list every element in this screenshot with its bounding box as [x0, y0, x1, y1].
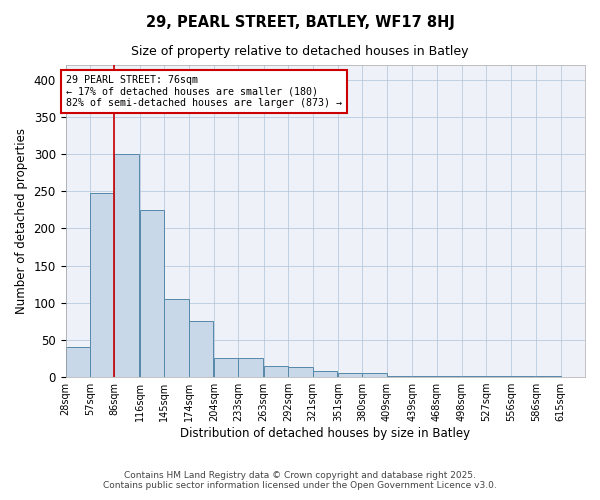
Bar [313, 371, 337, 377]
Bar [115, 154, 139, 377]
Bar [338, 374, 362, 377]
Bar [188, 322, 213, 377]
Text: 29, PEARL STREET, BATLEY, WF17 8HJ: 29, PEARL STREET, BATLEY, WF17 8HJ [146, 15, 454, 30]
Bar [536, 376, 560, 377]
Bar [412, 376, 437, 377]
Bar [487, 376, 511, 377]
Y-axis label: Number of detached properties: Number of detached properties [15, 128, 28, 314]
Bar [288, 368, 313, 377]
Text: Contains HM Land Registry data © Crown copyright and database right 2025.
Contai: Contains HM Land Registry data © Crown c… [103, 470, 497, 490]
Bar [264, 366, 288, 377]
Bar [238, 358, 263, 377]
Bar [140, 210, 164, 377]
Bar [462, 376, 487, 377]
Bar [362, 374, 387, 377]
Bar [164, 299, 188, 377]
Text: Size of property relative to detached houses in Batley: Size of property relative to detached ho… [131, 45, 469, 58]
Bar [387, 376, 411, 377]
Bar [437, 376, 461, 377]
Bar [65, 348, 90, 377]
Bar [90, 193, 115, 377]
Bar [214, 358, 238, 377]
Text: 29 PEARL STREET: 76sqm
← 17% of detached houses are smaller (180)
82% of semi-de: 29 PEARL STREET: 76sqm ← 17% of detached… [67, 74, 343, 108]
X-axis label: Distribution of detached houses by size in Batley: Distribution of detached houses by size … [180, 427, 470, 440]
Bar [511, 376, 535, 377]
